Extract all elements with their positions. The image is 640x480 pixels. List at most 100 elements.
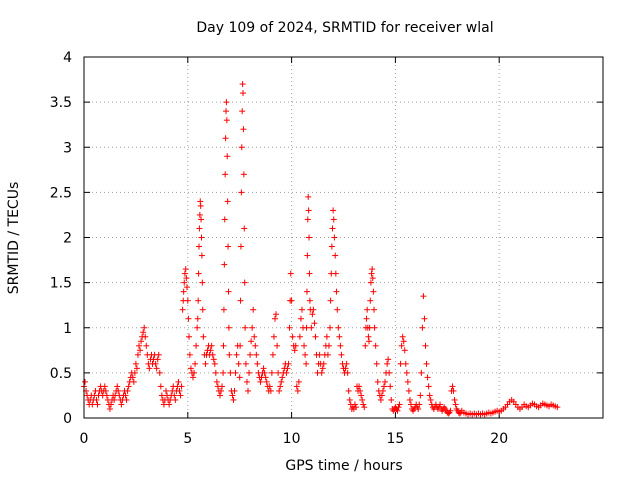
data-point (181, 279, 188, 286)
y-axis-label: SRMTID / TECUs (6, 182, 22, 295)
data-point (246, 369, 253, 376)
data-point (222, 135, 229, 142)
data-point (284, 365, 291, 372)
data-point (172, 396, 179, 403)
data-point (89, 401, 96, 408)
data-point (398, 342, 405, 349)
data-point (225, 288, 232, 295)
data-point (219, 383, 226, 390)
data-point (285, 360, 292, 367)
data-point (140, 329, 147, 336)
data-point (279, 374, 286, 381)
y-tick-label: 2.5 (50, 185, 72, 201)
data-point (224, 153, 231, 160)
data-point (360, 401, 367, 408)
data-point (194, 324, 201, 331)
data-point (254, 360, 261, 367)
data-point (404, 378, 411, 385)
data-point (262, 374, 269, 381)
data-point (136, 342, 143, 349)
data-point (183, 275, 190, 282)
data-point (342, 365, 349, 372)
data-point (320, 360, 327, 367)
data-point (419, 324, 426, 331)
data-point (405, 387, 412, 394)
data-point (183, 284, 190, 291)
data-point (367, 297, 374, 304)
data-point (358, 392, 365, 399)
y-tick-label: 3.5 (50, 95, 72, 111)
data-point (346, 396, 353, 403)
data-point (327, 297, 334, 304)
data-point (195, 297, 202, 304)
data-point (242, 360, 249, 367)
data-point (118, 401, 125, 408)
data-point (186, 333, 193, 340)
data-point (156, 369, 163, 376)
data-point (288, 297, 295, 304)
data-point (324, 351, 331, 358)
data-point (362, 342, 369, 349)
data-point (319, 365, 326, 372)
data-point (330, 216, 337, 223)
data-point (195, 270, 202, 277)
data-point (337, 342, 344, 349)
data-point (211, 360, 218, 367)
data-point (101, 383, 108, 390)
data-point (306, 234, 313, 241)
data-point (122, 392, 129, 399)
data-point (427, 396, 434, 403)
data-point (237, 342, 244, 349)
data-point (387, 383, 394, 390)
data-point (193, 342, 200, 349)
data-point (361, 404, 368, 411)
data-point (306, 270, 313, 277)
data-point (123, 396, 130, 403)
data-point (239, 108, 246, 115)
data-point (222, 108, 229, 115)
plot-frame (83, 56, 604, 419)
data-point (399, 333, 406, 340)
data-point (163, 387, 170, 394)
data-point (327, 324, 334, 331)
x-tick-label: 5 (183, 431, 192, 447)
data-point (397, 360, 404, 367)
data-point (261, 369, 268, 376)
data-point (196, 243, 203, 250)
data-point (225, 243, 232, 250)
data-point (263, 378, 270, 385)
data-point (331, 234, 338, 241)
data-point (223, 117, 230, 124)
axis-ticks: 0 5 10 15 20 0 0.5 1 1.5 2 2.5 3 3.5 4 (50, 50, 603, 447)
data-point (328, 243, 335, 250)
data-point (325, 342, 332, 349)
data-point (225, 324, 232, 331)
data-point (451, 396, 458, 403)
data-point (452, 401, 459, 408)
data-point (296, 333, 303, 340)
data-point (227, 369, 234, 376)
data-point (114, 383, 121, 390)
data-point (250, 306, 257, 313)
data-point (249, 324, 256, 331)
data-point (554, 404, 561, 411)
data-point (229, 392, 236, 399)
data-point (197, 202, 204, 209)
data-point (382, 378, 389, 385)
data-point (416, 401, 423, 408)
data-point (312, 333, 319, 340)
grid (84, 57, 603, 418)
data-point (240, 126, 247, 133)
data-point (142, 333, 149, 340)
data-point (371, 306, 378, 313)
data-point (306, 297, 313, 304)
data-point (232, 369, 239, 376)
data-point (334, 306, 341, 313)
data-point (343, 360, 350, 367)
data-point (437, 401, 444, 408)
data-point (216, 392, 223, 399)
y-tick-label: 3 (63, 140, 72, 156)
data-point (231, 387, 238, 394)
data-point (177, 392, 184, 399)
